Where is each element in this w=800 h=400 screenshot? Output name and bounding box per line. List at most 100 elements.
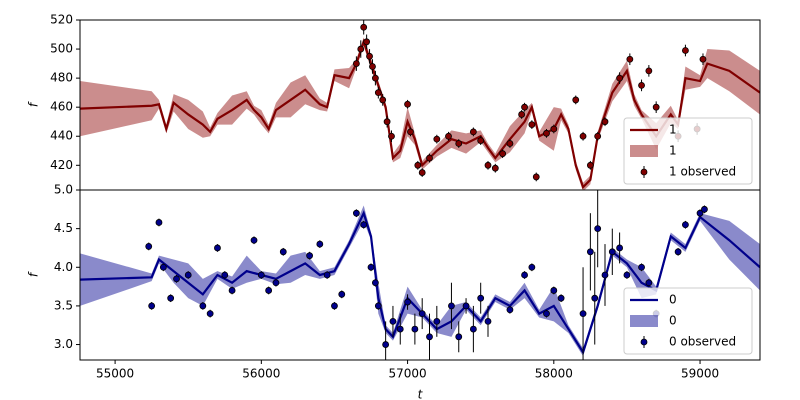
observed-point bbox=[184, 271, 192, 279]
legend-band bbox=[630, 315, 658, 327]
observed-point bbox=[521, 103, 528, 111]
x-tick-label: 58000 bbox=[535, 367, 573, 381]
observed-point bbox=[374, 302, 382, 310]
observed-point bbox=[455, 333, 463, 341]
observed-point bbox=[148, 302, 156, 310]
legend-point bbox=[640, 338, 648, 346]
observed-point bbox=[173, 275, 180, 283]
observed-point bbox=[701, 205, 708, 213]
legend-label: 0 observed bbox=[669, 335, 736, 349]
observed-point bbox=[379, 96, 387, 104]
observed-point bbox=[371, 279, 379, 287]
legend-label: 0 bbox=[669, 314, 677, 328]
observed-point bbox=[579, 310, 587, 318]
observed-point bbox=[623, 271, 631, 279]
observed-point bbox=[331, 302, 338, 310]
observed-point bbox=[383, 118, 391, 126]
observed-point bbox=[626, 55, 634, 63]
legend-label: 1 bbox=[669, 144, 677, 158]
observed-point bbox=[199, 302, 207, 310]
y-tick-label: 5.0 bbox=[54, 183, 73, 197]
observed-point bbox=[338, 290, 346, 298]
y-tick-label: 500 bbox=[50, 42, 73, 56]
observed-point bbox=[306, 252, 313, 260]
observed-point bbox=[586, 248, 594, 256]
observed-point bbox=[484, 161, 492, 169]
observed-point bbox=[645, 279, 653, 287]
observed-point bbox=[206, 310, 214, 318]
y-tick-label: 4.0 bbox=[54, 260, 73, 274]
observed-point bbox=[543, 310, 550, 318]
observed-point bbox=[445, 132, 452, 140]
y-axis-label: f bbox=[27, 101, 41, 107]
observed-point bbox=[159, 263, 167, 271]
observed-point bbox=[521, 271, 528, 279]
x-tick-label: 56000 bbox=[242, 367, 280, 381]
observed-point bbox=[601, 118, 609, 126]
observed-point bbox=[374, 89, 382, 97]
observed-point bbox=[591, 294, 599, 302]
y-tick-label: 440 bbox=[50, 129, 73, 143]
observed-point bbox=[638, 263, 645, 271]
observed-point bbox=[418, 310, 426, 318]
observed-point bbox=[682, 47, 689, 54]
observed-point bbox=[221, 271, 229, 279]
x-tick-label: 59000 bbox=[681, 367, 719, 381]
observed-point bbox=[528, 263, 536, 271]
observed-point bbox=[167, 294, 175, 302]
observed-point bbox=[367, 263, 375, 271]
y-tick-label: 460 bbox=[50, 100, 73, 114]
legend-box bbox=[623, 117, 753, 185]
observed-point bbox=[528, 121, 536, 129]
x-tick-label: 55000 bbox=[96, 367, 134, 381]
observed-point bbox=[469, 128, 477, 136]
observed-point bbox=[155, 219, 163, 226]
observed-point bbox=[272, 279, 280, 287]
observed-point bbox=[369, 63, 376, 70]
observed-point bbox=[543, 129, 550, 137]
y-tick-label: 4.5 bbox=[54, 221, 73, 235]
observed-point bbox=[404, 298, 411, 306]
observed-point bbox=[363, 38, 371, 46]
observed-point bbox=[462, 302, 470, 310]
observed-point bbox=[645, 67, 653, 75]
observed-point bbox=[499, 150, 507, 158]
observed-point bbox=[407, 128, 414, 136]
observed-point bbox=[594, 132, 602, 140]
observed-point bbox=[316, 240, 324, 248]
observed-point bbox=[279, 248, 287, 256]
legend-band bbox=[630, 145, 658, 157]
observed-point bbox=[586, 161, 594, 169]
observed-point bbox=[550, 125, 558, 133]
observed-point bbox=[579, 132, 587, 140]
observed-point bbox=[572, 96, 580, 104]
observed-point bbox=[616, 74, 624, 82]
observed-point bbox=[696, 209, 704, 217]
observed-point bbox=[484, 317, 492, 325]
band bbox=[80, 205, 760, 357]
observed-point bbox=[616, 244, 624, 252]
observed-point bbox=[557, 294, 565, 302]
observed-point bbox=[396, 325, 404, 333]
legend-label: 1 observed bbox=[669, 165, 736, 179]
observed-point bbox=[491, 164, 499, 172]
observed-point bbox=[418, 169, 426, 176]
y-axis-label: f bbox=[27, 271, 41, 277]
observed-point bbox=[352, 60, 360, 67]
observed-point bbox=[506, 306, 514, 314]
observed-point bbox=[404, 100, 411, 108]
y-tick-label: 420 bbox=[50, 158, 73, 172]
observed-point bbox=[411, 325, 419, 333]
observed-point bbox=[414, 161, 422, 169]
observed-point bbox=[357, 45, 365, 53]
observed-point bbox=[228, 287, 236, 294]
observed-point bbox=[594, 225, 602, 233]
observed-point bbox=[214, 244, 221, 252]
observed-point bbox=[360, 221, 368, 229]
line bbox=[80, 210, 760, 355]
x-axis-label: t bbox=[418, 388, 424, 400]
observed-point bbox=[250, 236, 258, 244]
observed-point bbox=[532, 173, 540, 181]
plot-area bbox=[80, 190, 760, 360]
observed-point bbox=[366, 52, 373, 60]
